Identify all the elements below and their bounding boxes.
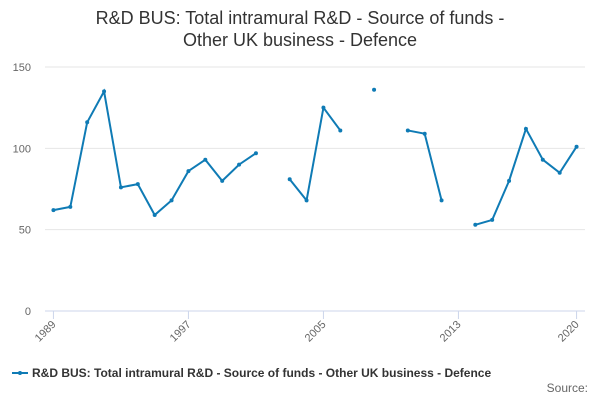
data-point — [523, 126, 528, 131]
title-line: R&D BUS: Total intramural R&D - Source o… — [96, 8, 505, 28]
data-point — [557, 170, 562, 175]
data-point — [118, 185, 123, 190]
x-tick-label: 1997 — [168, 319, 194, 345]
y-tick-label: 150 — [13, 62, 31, 74]
data-point — [304, 198, 309, 203]
data-point — [135, 182, 140, 187]
data-point — [102, 89, 107, 94]
series-line — [53, 88, 578, 226]
data-point — [253, 151, 258, 156]
data-point — [490, 217, 495, 222]
data-point — [540, 157, 545, 162]
x-tick-label: 2005 — [303, 319, 329, 345]
data-point — [287, 177, 292, 182]
title-line: Other UK business - Defence — [183, 30, 417, 50]
legend-marker — [18, 371, 22, 375]
y-tick-label: 0 — [25, 306, 31, 318]
x-tick-label: 2013 — [438, 319, 464, 345]
data-point — [152, 213, 157, 218]
source: Source: — [547, 381, 588, 395]
data-point — [186, 169, 191, 174]
legend-label: R&D BUS: Total intramural R&D - Source o… — [32, 366, 491, 380]
y-tick-label: 100 — [13, 143, 31, 155]
data-point — [405, 128, 410, 133]
data-point — [51, 208, 56, 213]
data-point — [169, 198, 174, 203]
data-point — [203, 157, 208, 162]
data-point — [473, 222, 478, 227]
x-tick-label: 2020 — [556, 319, 582, 345]
chart-title: R&D BUS: Total intramural R&D - Source o… — [96, 8, 505, 50]
data-point — [439, 198, 444, 203]
data-point — [321, 105, 326, 110]
data-point — [338, 128, 343, 133]
y-tick-label: 50 — [19, 225, 31, 237]
data-point — [237, 162, 242, 167]
data-point — [574, 144, 579, 149]
data-point — [220, 178, 225, 183]
data-point — [85, 120, 90, 125]
data-point — [68, 204, 73, 209]
data-point — [507, 178, 512, 183]
data-point — [422, 131, 427, 136]
x-tick-label: 1989 — [33, 319, 59, 345]
data-point — [372, 87, 377, 92]
